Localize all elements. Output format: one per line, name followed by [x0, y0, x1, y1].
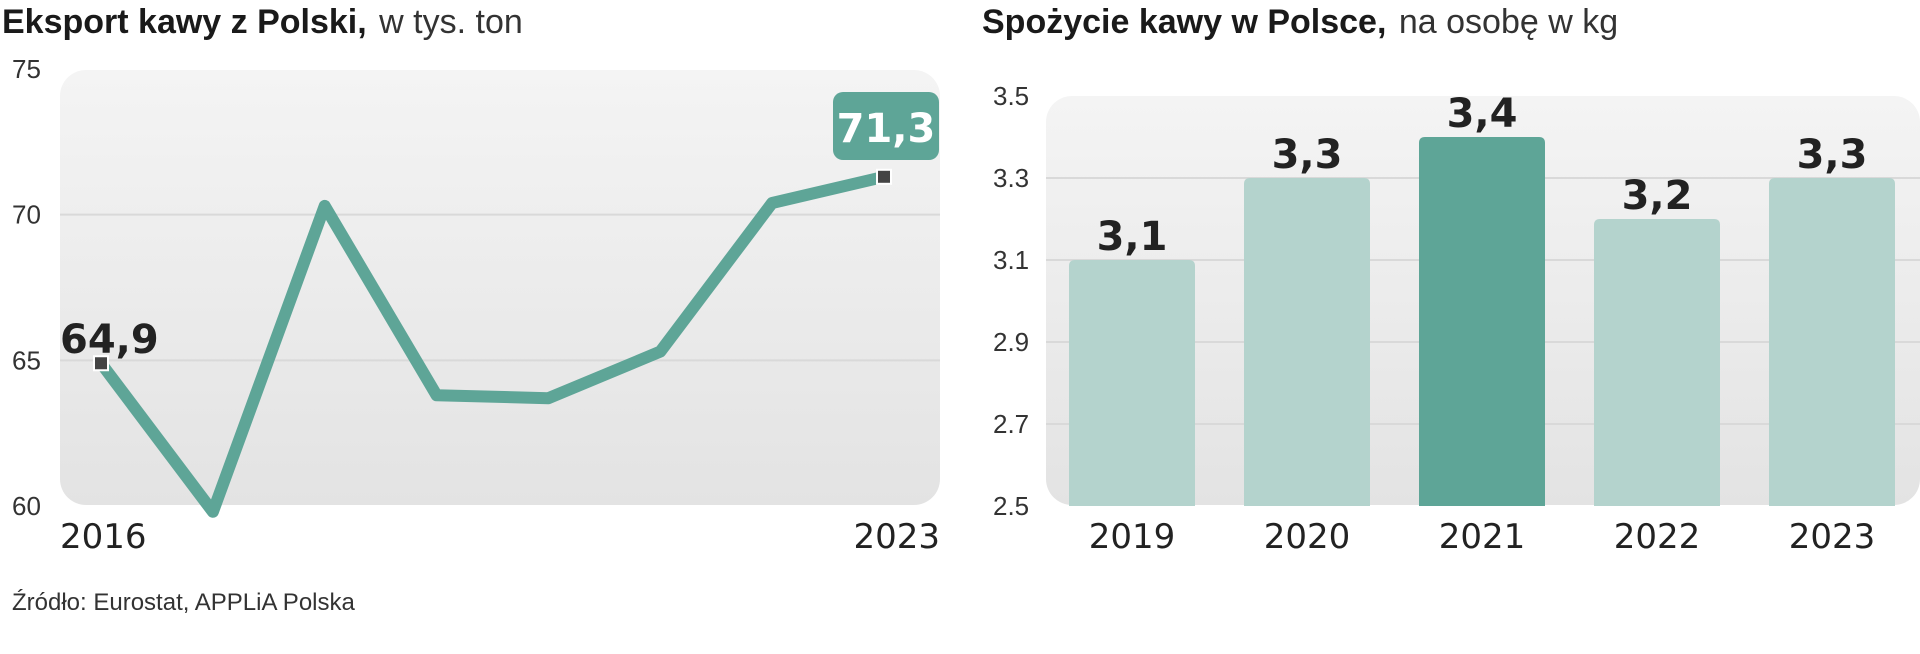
bar — [1244, 178, 1370, 506]
bar-x-tick-label: 2023 — [1789, 517, 1876, 557]
bar-value-label: 3,1 — [1097, 214, 1168, 260]
bar-y-tick-label: 2.7 — [993, 409, 1029, 439]
bar-y-tick-label: 3.3 — [993, 163, 1029, 193]
bar-chart-title-unit: na osobę w kg — [1399, 3, 1618, 41]
bar — [1769, 178, 1895, 506]
line-y-tick-label: 60 — [12, 491, 41, 521]
line-data-point — [319, 200, 331, 212]
line-data-label-badge — [833, 92, 939, 160]
line-data-point — [431, 389, 443, 401]
line-y-tick-label: 65 — [12, 345, 41, 375]
line-data-point — [766, 197, 778, 209]
line-chart-gridlines — [60, 213, 940, 362]
bar-x-tick-label: 2020 — [1264, 517, 1351, 557]
line-chart-series: 64,9 71,3 — [60, 92, 939, 518]
line-data-point — [654, 346, 666, 358]
bar-y-tick-label: 3.5 — [993, 81, 1029, 111]
line-point-marker — [876, 168, 892, 185]
line-y-tick-label: 70 — [12, 200, 41, 230]
bar — [1419, 137, 1545, 506]
line-y-tick-label: 75 — [12, 54, 41, 84]
line-data-label: 64,9 — [60, 317, 159, 363]
bar-x-tick-label: 2019 — [1089, 517, 1176, 557]
export-line — [95, 170, 890, 518]
line-chart-title: Eksport kawy z Polski, w tys. ton — [2, 3, 523, 41]
bar-y-tick-label: 3.1 — [993, 245, 1029, 275]
line-chart-title-unit: w tys. ton — [378, 3, 523, 41]
bar-value-label: 3,2 — [1622, 173, 1693, 219]
line-point-marker — [93, 355, 109, 372]
bar-chart-y-ticks: 2.5 2.7 2.9 3.1 3.3 3.5 — [993, 81, 1029, 521]
line-chart-y-ticks: 60 65 70 75 — [12, 54, 41, 521]
line-x-tick-label: 2016 — [60, 517, 147, 557]
bar-value-label: 3,4 — [1447, 91, 1518, 137]
line-chart-title-bold: Eksport kawy z Polski, — [2, 3, 367, 41]
bar-x-tick-label: 2022 — [1614, 517, 1701, 557]
bar — [1594, 219, 1720, 506]
line-chart-x-ticks: 2016 2023 — [60, 517, 940, 557]
bar-y-tick-label: 2.9 — [993, 327, 1029, 357]
source-note: Źródło: Eurostat, APPLiA Polska — [12, 589, 355, 616]
line-data-point — [207, 506, 219, 518]
bar-value-label: 3,3 — [1797, 132, 1868, 178]
line-x-tick-label: 2023 — [853, 517, 940, 557]
bar-chart-bars: 3,1 3,3 3,4 3,2 3,3 — [1069, 91, 1895, 506]
bar-x-tick-label: 2021 — [1439, 517, 1526, 557]
bar-y-tick-label: 2.5 — [993, 491, 1029, 521]
bar-chart-title-bold: Spożycie kawy w Polsce, — [982, 3, 1386, 41]
line-data-point — [542, 392, 554, 404]
bar-value-label: 3,3 — [1272, 132, 1343, 178]
bar-chart-x-ticks: 2019 2020 2021 2022 2023 — [1089, 517, 1876, 557]
line-data-label: 71,3 — [837, 106, 936, 152]
line-chart-panel — [60, 70, 940, 505]
bar — [1069, 260, 1195, 506]
bar-chart-title: Spożycie kawy w Polsce, na osobę w kg — [982, 3, 1618, 41]
